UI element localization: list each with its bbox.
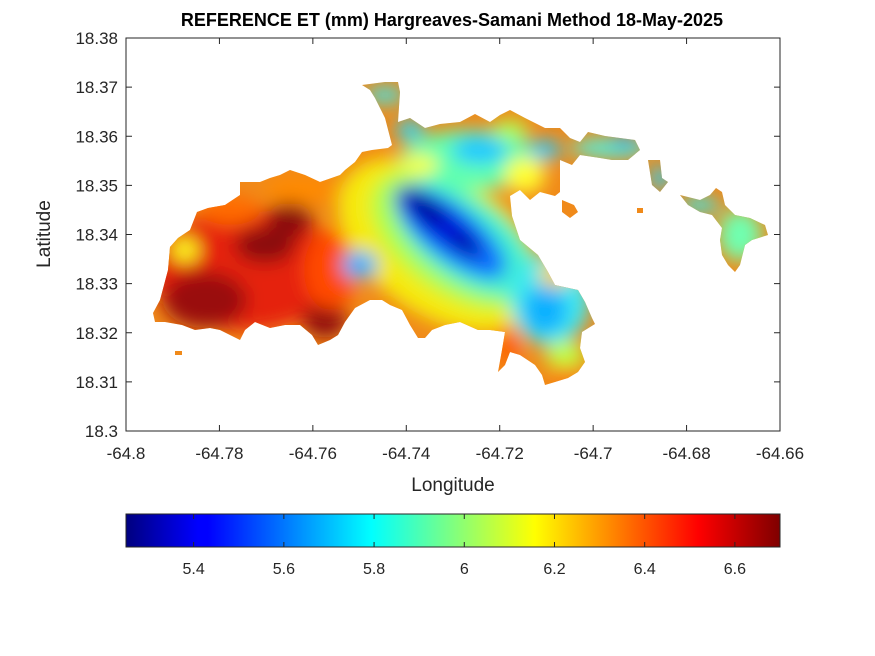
x-tick-label: -64.74 bbox=[382, 444, 430, 463]
y-tick-label: 18.37 bbox=[75, 78, 118, 97]
x-tick-label: -64.66 bbox=[756, 444, 804, 463]
colorbar-tick-label: 6.6 bbox=[724, 561, 746, 578]
y-tick-label: 18.38 bbox=[75, 29, 118, 48]
colorbar-tick-label: 6 bbox=[460, 561, 469, 578]
chart-title: REFERENCE ET (mm) Hargreaves-Samani Meth… bbox=[181, 10, 723, 30]
colorbar-tick-label: 5.6 bbox=[273, 561, 295, 578]
x-axis: -64.8 -64.78 -64.76 -64.74 -64.72 -64.7 -64.68… bbox=[107, 38, 804, 463]
y-tick-label: 18.34 bbox=[75, 226, 118, 245]
colorbar-tick-label: 5.8 bbox=[363, 561, 385, 578]
y-tick-label: 18.33 bbox=[75, 275, 118, 294]
y-tick-label: 18.3 bbox=[85, 422, 118, 441]
y-axis-label: Latitude bbox=[34, 200, 55, 268]
y-tick-label: 18.31 bbox=[75, 373, 118, 392]
colorbar bbox=[125, 513, 781, 548]
y-tick-label: 18.35 bbox=[75, 176, 118, 195]
y-tick-label: 18.32 bbox=[75, 324, 118, 343]
colorbar-tick-label: 5.4 bbox=[183, 561, 205, 578]
colorbar-tick-label: 6.4 bbox=[634, 561, 656, 578]
x-tick-label: -64.76 bbox=[289, 444, 337, 463]
y-tick-label: 18.36 bbox=[75, 127, 118, 146]
y-axis: 18.3 18.31 18.32 18.33 18.34 18.35 18.36 18.37 1… bbox=[75, 29, 780, 441]
x-tick-label: -64.78 bbox=[195, 444, 243, 463]
x-tick-label: -64.68 bbox=[662, 444, 710, 463]
colorbar-tick-label: 6.2 bbox=[543, 561, 565, 578]
x-axis-label: Longitude bbox=[411, 475, 494, 496]
colorbar-ticks: 5.4 5.6 5.8 6 6.2 6.4 6.6 bbox=[183, 514, 746, 578]
x-tick-label: -64.8 bbox=[107, 444, 146, 463]
x-tick-label: -64.7 bbox=[574, 444, 613, 463]
x-tick-label: -64.72 bbox=[476, 444, 524, 463]
